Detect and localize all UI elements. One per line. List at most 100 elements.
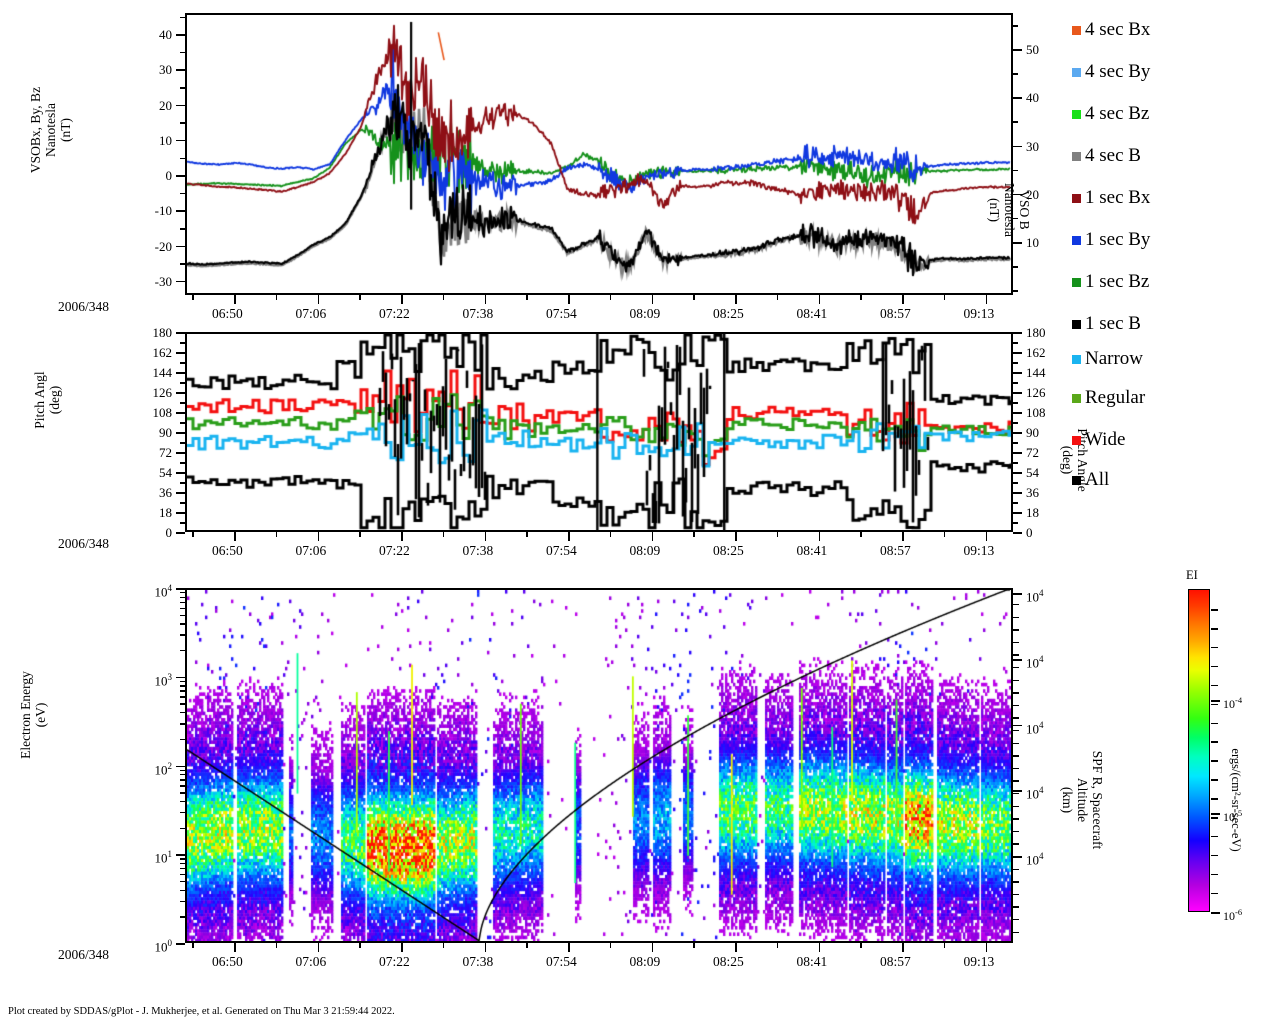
- legend-swatch-icon: [1072, 475, 1081, 485]
- y-minor-tick: [180, 122, 185, 124]
- y-minor-tick: [180, 811, 185, 814]
- y-major-tick: [176, 210, 185, 212]
- y-minor-tick: [180, 880, 185, 883]
- x-major-tick: [651, 943, 653, 952]
- y-minor-tick: [180, 690, 185, 692]
- y-tick-label: 102: [154, 760, 173, 777]
- x-minor-tick: [275, 943, 278, 948]
- bottom-panel-datestamp: 2006/348: [58, 947, 110, 962]
- y-tick-label: 18: [1026, 505, 1039, 520]
- colorbar-minor-tick: [1211, 646, 1218, 649]
- x-tick-label: 09:13: [963, 954, 995, 969]
- y-minor-tick: [180, 442, 185, 444]
- x-tick-label: 08:25: [713, 543, 744, 558]
- x-tick-label: 07:22: [379, 954, 410, 969]
- x-minor-tick: [526, 943, 528, 948]
- y-minor-tick: [1013, 482, 1018, 484]
- y-minor-tick: [180, 650, 185, 652]
- legend-swatch-icon: [1072, 151, 1081, 161]
- y-tick-label: 10: [1026, 234, 1039, 250]
- y-major-tick: [1013, 492, 1022, 494]
- legend-item-1-sec-bz: 1 sec Bz: [1072, 270, 1149, 294]
- y-minor-tick: [1013, 717, 1019, 719]
- y-minor-tick: [1013, 616, 1019, 618]
- colorbar-units-label: ergs/(cm²-sr-sec-eV): [1229, 748, 1243, 852]
- colorbar-minor-tick: [1211, 817, 1218, 819]
- x-minor-tick: [860, 532, 862, 537]
- x-tick-label: 06:50: [212, 306, 243, 321]
- colorbar-minor-tick: [1211, 741, 1218, 743]
- x-minor-tick: [359, 943, 361, 948]
- y-major-tick: [176, 372, 185, 374]
- y-minor-tick: [180, 522, 185, 524]
- y-major-tick: [176, 352, 185, 354]
- colorbar-minor-tick: [1211, 628, 1218, 630]
- x-tick-label: 06:50: [212, 543, 243, 558]
- y-tick-label: 90: [159, 425, 172, 440]
- legend-label: Wide: [1085, 429, 1126, 450]
- x-major-tick: [735, 532, 737, 541]
- y-major-tick: [176, 104, 185, 107]
- y-minor-tick: [180, 873, 185, 876]
- y-tick-label: 10: [159, 132, 172, 148]
- y-tick-label: -10: [154, 203, 172, 219]
- y-tick-label: 0: [165, 525, 173, 540]
- y-minor-tick: [1013, 780, 1019, 782]
- x-minor-tick: [359, 295, 361, 300]
- y-minor-tick: [180, 800, 185, 803]
- x-tick-label: 08:41: [796, 543, 828, 558]
- x-major-tick: [234, 532, 236, 541]
- x-major-tick: [484, 295, 486, 304]
- y-minor-tick: [180, 16, 185, 19]
- y-minor-tick: [1013, 342, 1018, 344]
- y-major-tick: [176, 472, 185, 474]
- legend-swatch-icon: [1072, 109, 1081, 119]
- y-tick-label: -30: [154, 273, 172, 289]
- y-major-tick: [176, 139, 185, 142]
- x-tick-label: 07:38: [462, 306, 494, 321]
- y-minor-tick: [180, 607, 185, 610]
- y-tick-label: 72: [1026, 445, 1039, 460]
- y-major-tick: [1013, 352, 1022, 354]
- y-minor-tick: [1013, 919, 1019, 921]
- y-minor-tick: [1013, 522, 1018, 524]
- x-major-tick: [818, 532, 820, 541]
- x-tick-label: 08:57: [880, 954, 911, 969]
- colorbar-minor-tick: [1211, 892, 1218, 895]
- x-major-tick: [651, 295, 653, 304]
- y-major-tick: [1013, 724, 1022, 727]
- y-minor-tick: [1013, 362, 1018, 364]
- x-minor-tick: [526, 295, 528, 300]
- x-major-tick: [401, 295, 403, 304]
- x-minor-tick: [442, 532, 445, 537]
- y-minor-tick: [180, 228, 185, 230]
- x-major-tick: [985, 943, 987, 952]
- x-minor-tick: [526, 532, 528, 537]
- y-minor-tick: [180, 774, 185, 776]
- y-minor-tick: [180, 382, 185, 384]
- legend-item-4-sec-b: 4 sec B: [1072, 144, 1141, 168]
- x-tick-label: 09:13: [963, 543, 995, 558]
- x-minor-tick: [192, 943, 194, 948]
- x-minor-tick: [943, 532, 946, 537]
- y-tick-label: 103: [154, 671, 173, 689]
- x-major-tick: [818, 943, 820, 952]
- y-major-tick: [176, 532, 185, 534]
- legend-swatch-icon: [1072, 193, 1081, 203]
- x-major-tick: [568, 295, 570, 304]
- y-tick-label: 90: [1026, 425, 1039, 440]
- x-minor-tick: [359, 532, 361, 537]
- y-major-tick: [176, 34, 185, 36]
- x-tick-label: 07:54: [546, 543, 577, 558]
- x-minor-tick: [860, 943, 862, 948]
- y-major-tick: [1013, 659, 1022, 661]
- y-minor-tick: [1013, 755, 1019, 757]
- x-tick-label: 07:38: [462, 954, 494, 969]
- legend-label: Narrow: [1085, 348, 1144, 369]
- colorbar-tick-label: 10-5: [1223, 808, 1243, 825]
- x-tick-label: 07:54: [546, 954, 577, 969]
- x-major-tick: [902, 532, 904, 541]
- y-tick-label: 20: [1026, 186, 1039, 202]
- y-tick-label: -20: [154, 238, 172, 254]
- x-major-tick: [985, 532, 987, 541]
